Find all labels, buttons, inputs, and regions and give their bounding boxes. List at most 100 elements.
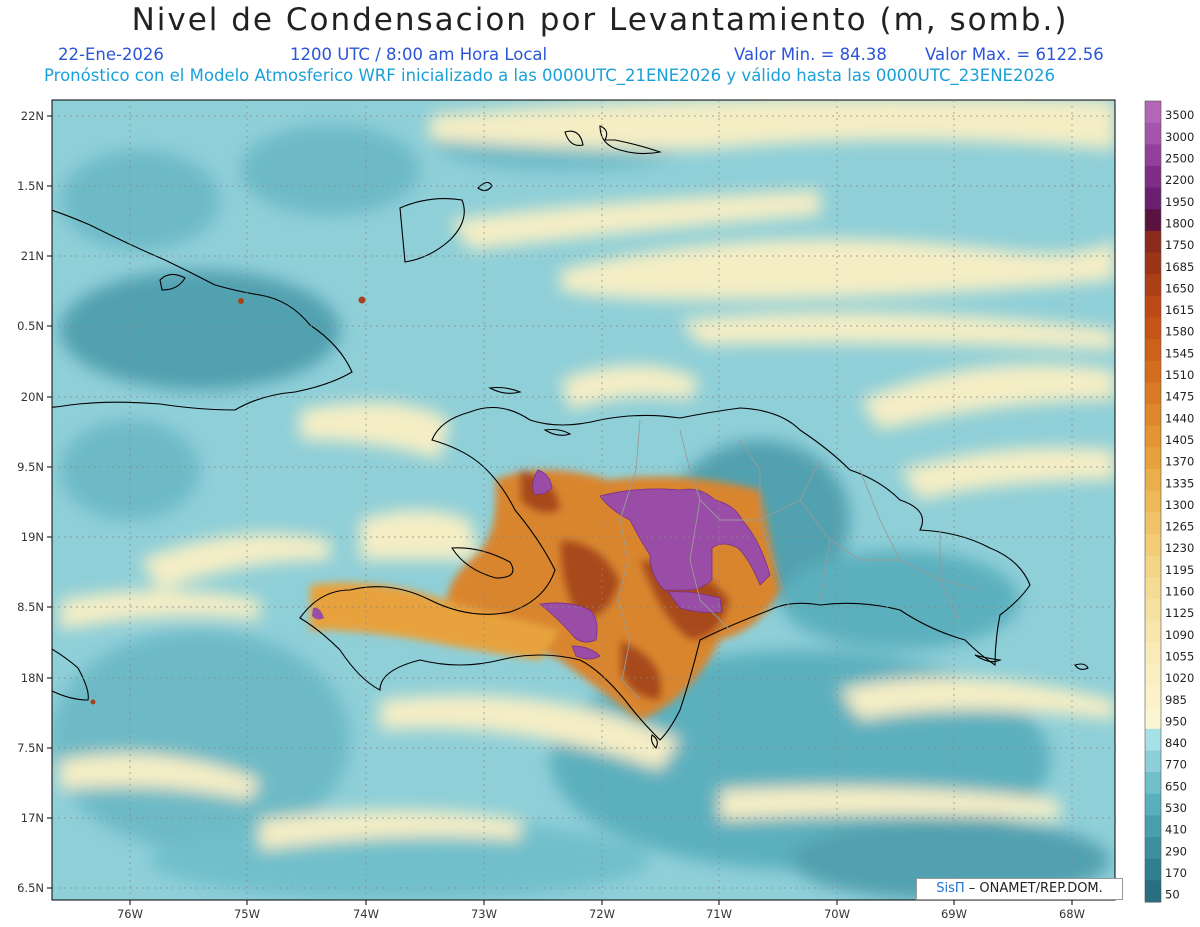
map-title: Nivel de Condensacion por Levantamiento …: [131, 2, 1069, 38]
colorbar-label: 1335: [1165, 476, 1194, 490]
lat-label: 19N: [21, 530, 44, 544]
colorbar-label: 1800: [1165, 216, 1194, 230]
credit-text: – ONAMET/REP.DOM.: [968, 881, 1103, 896]
colorbar-label: 1090: [1165, 628, 1194, 642]
colorbar-swatch: [1145, 880, 1161, 903]
colorbar-swatch: [1145, 101, 1161, 124]
forecast-time: 1200 UTC / 8:00 am Hora Local: [290, 45, 548, 64]
lon-label: 75W: [234, 907, 260, 921]
colorbar-swatch: [1145, 469, 1161, 492]
colorbar-label: 1195: [1165, 563, 1194, 577]
colorbar-swatch: [1145, 533, 1161, 557]
colorbar-swatch: [1145, 425, 1161, 448]
colorbar-swatch: [1145, 122, 1161, 145]
colorbar-swatch: [1145, 728, 1161, 751]
colorbar-label: 410: [1165, 823, 1187, 837]
credit-box: SisΠ – ONAMET/REP.DOM.: [916, 878, 1123, 900]
colorbar-swatch: [1145, 793, 1161, 816]
colorbar-swatch: [1145, 360, 1161, 383]
lcl-field: [52, 100, 1115, 900]
max-value: Valor Max. = 6122.56: [925, 45, 1104, 64]
colorbar-swatch: [1145, 620, 1161, 643]
colorbar-swatch: [1145, 230, 1161, 254]
colorbar-swatch: [1145, 858, 1161, 881]
colorbar-swatch: [1145, 642, 1161, 665]
colorbar-label: 1685: [1165, 260, 1194, 274]
colorbar-label: 3000: [1165, 130, 1194, 144]
lat-label: 0.5N: [17, 319, 44, 333]
colorbar-label: 1545: [1165, 346, 1194, 360]
colorbar-swatch: [1145, 707, 1161, 730]
lon-label: 73W: [471, 907, 497, 921]
colorbar-label: 530: [1165, 801, 1187, 815]
colorbar-swatch: [1145, 295, 1161, 318]
colorbar-swatch: [1145, 274, 1161, 297]
lon-label: 69W: [941, 907, 967, 921]
colorbar-label: 1265: [1165, 520, 1194, 534]
colorbar-label: 50: [1165, 888, 1180, 902]
colorbar-label: 2200: [1165, 173, 1194, 187]
colorbar-swatch: [1145, 404, 1161, 427]
colorbar-label: 1580: [1165, 325, 1194, 339]
colorbar-swatch: [1145, 837, 1161, 860]
lat-label: 20N: [21, 390, 44, 404]
colorbar-label: 1405: [1165, 433, 1194, 447]
colorbar-label: 1950: [1165, 195, 1194, 209]
colorbar-label: 170: [1165, 866, 1187, 880]
colorbar-swatch: [1145, 815, 1161, 838]
colorbar-swatch: [1145, 772, 1161, 795]
colorbar-swatch: [1145, 512, 1161, 535]
colorbar-label: 1125: [1165, 606, 1194, 620]
lat-label: 1.5N: [17, 179, 44, 193]
colorbar-swatch: [1145, 144, 1161, 167]
colorbar-label: 1055: [1165, 649, 1194, 663]
lat-label: 17N: [21, 811, 44, 825]
colorbar-label: 1440: [1165, 411, 1194, 425]
min-value: Valor Min. = 84.38: [734, 45, 887, 64]
colorbar-label: 1230: [1165, 541, 1194, 555]
colorbar-label: 1650: [1165, 281, 1194, 295]
colorbar-label: 985: [1165, 693, 1187, 707]
colorbar-label: 290: [1165, 844, 1187, 858]
colorbar-label: 1160: [1165, 585, 1194, 599]
lon-label: 71W: [706, 907, 732, 921]
colorbar-label: 840: [1165, 736, 1187, 750]
colorbar-label: 1475: [1165, 390, 1194, 404]
lon-label: 70W: [824, 907, 850, 921]
colorbar-frame: [1144, 100, 1162, 903]
colorbar-swatch: [1145, 165, 1161, 189]
colorbar-label: 2500: [1165, 152, 1194, 166]
colorbar-label: 1370: [1165, 455, 1194, 469]
lat-label: 7.5N: [17, 741, 44, 755]
colorbar-swatch: [1145, 339, 1161, 362]
colorbar-swatch: [1145, 187, 1161, 210]
lat-label: 8.5N: [17, 600, 44, 614]
colorbar-label: 3500: [1165, 108, 1194, 122]
lon-label: 68W: [1059, 907, 1085, 921]
grid: [52, 100, 1115, 900]
model-subtitle: Pronóstico con el Modelo Atmosferico WRF…: [44, 66, 1055, 85]
sispi-logo: SisΠ: [936, 881, 965, 896]
lat-label: 21N: [21, 249, 44, 263]
colorbar-label: 1300: [1165, 498, 1194, 512]
colorbar: 3500 3000 2500 2200 1950 1800 1750 1685 1650 1615…: [1144, 100, 1194, 903]
colorbar-swatch: [1145, 447, 1161, 470]
colorbar-swatch: [1145, 685, 1161, 708]
colorbar-label: 1615: [1165, 303, 1194, 317]
colorbar-swatch: [1145, 209, 1161, 232]
coastlines: [52, 125, 1089, 749]
colorbar-swatch: [1145, 598, 1161, 622]
lon-label: 72W: [589, 907, 615, 921]
lat-label: 22N: [21, 109, 44, 123]
lat-label: 9.5N: [17, 460, 44, 474]
lat-label: 6.5N: [17, 881, 44, 895]
lon-label: 76W: [117, 907, 143, 921]
colorbar-swatch: [1145, 382, 1161, 405]
colorbar-label: 1020: [1165, 671, 1194, 685]
colorbar-label: 770: [1165, 758, 1187, 772]
colorbar-label: 950: [1165, 714, 1187, 728]
colorbar-swatch: [1145, 663, 1161, 687]
colorbar-swatch: [1145, 555, 1161, 578]
colorbar-swatch: [1145, 252, 1161, 275]
colorbar-swatch: [1145, 577, 1161, 600]
